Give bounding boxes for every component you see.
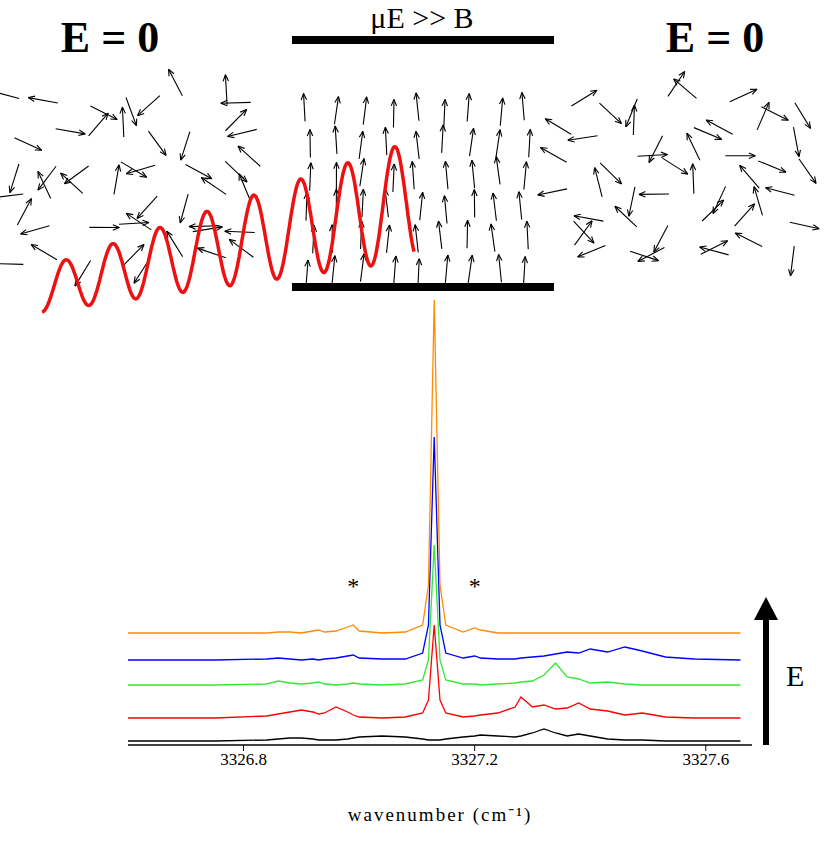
- svg-text:μE >> B: μE >> B: [370, 1, 473, 34]
- svg-text:*: *: [347, 573, 359, 599]
- svg-text:*: *: [469, 573, 481, 599]
- svg-text:E = 0: E = 0: [61, 13, 159, 62]
- svg-text:3327.2: 3327.2: [451, 750, 498, 769]
- svg-text:E = 0: E = 0: [666, 13, 764, 62]
- svg-text:wavenumber (cm⁻¹): wavenumber (cm⁻¹): [348, 804, 532, 826]
- svg-text:3327.6: 3327.6: [682, 750, 729, 769]
- svg-text:3326.8: 3326.8: [220, 750, 267, 769]
- svg-text:E: E: [786, 659, 804, 692]
